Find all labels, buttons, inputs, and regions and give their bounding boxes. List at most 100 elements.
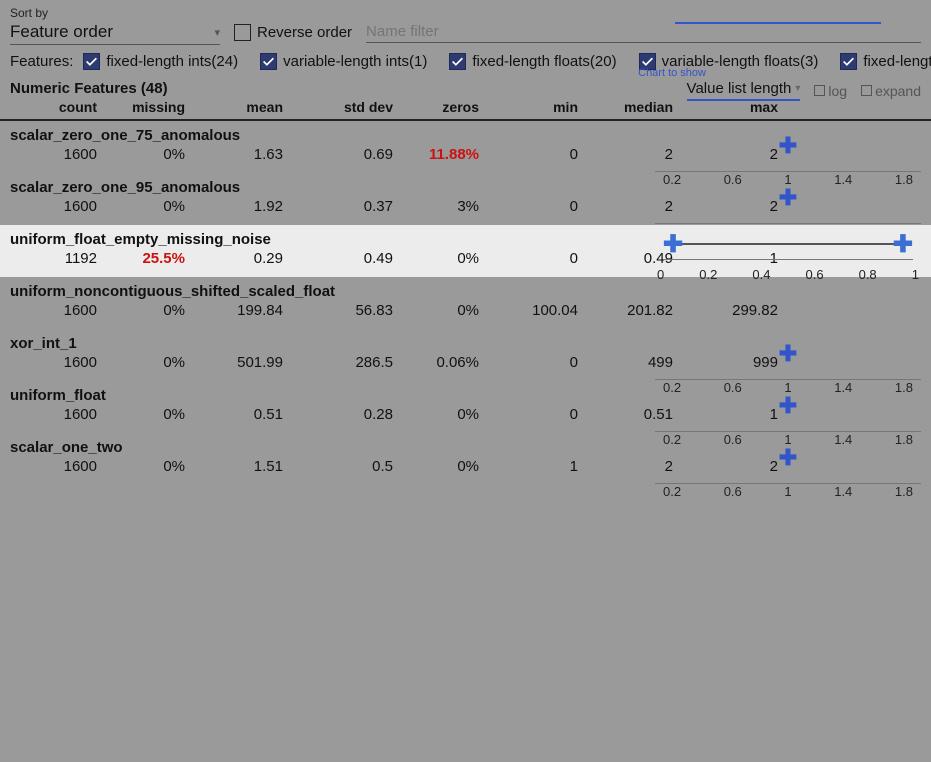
chart-type-value: Value list length xyxy=(687,80,792,97)
log-checkbox-label: log xyxy=(828,83,847,99)
col-header-missing: missing xyxy=(117,99,215,115)
chart-type-chevron-icon: ▾ xyxy=(795,83,800,94)
stat-min: 1 xyxy=(509,458,604,475)
stat-mean: 501.99 xyxy=(215,354,313,371)
stat-zeros: 3% xyxy=(413,198,509,215)
stat-stddev: 0.49 xyxy=(313,250,413,267)
mini-chart-marker-icon: ✚ xyxy=(779,135,797,157)
table-row[interactable]: scalar_one_two 1600 0% 1.51 0.5 0% 1 2 2… xyxy=(0,433,931,485)
stat-count: 1600 xyxy=(10,146,117,163)
feature-range-slider[interactable]: ✚ ✚ 0 0.2 0.4 0.6 0.8 1 xyxy=(655,233,921,282)
feature-toggle-4[interactable]: fixed-length strings(6) xyxy=(840,53,931,70)
stat-count: 1600 xyxy=(10,406,117,423)
mini-chart-marker-icon: ✚ xyxy=(779,343,797,365)
stat-missing: 0% xyxy=(117,146,215,163)
sort-by-label: Sort by xyxy=(10,6,220,20)
stat-mean: 0.29 xyxy=(215,250,313,267)
header-columns: count missing mean std dev zeros min med… xyxy=(10,99,921,115)
stat-zeros: 0% xyxy=(413,250,509,267)
feature-rows-container[interactable]: scalar_zero_one_75_anomalous 1600 0% 1.6… xyxy=(0,121,931,762)
feature-toggle-label-4: fixed-length strings(6) xyxy=(863,53,931,70)
stat-zeros: 0% xyxy=(413,302,509,319)
stat-count: 1600 xyxy=(10,302,117,319)
mini-chart-axis-line xyxy=(655,171,921,172)
chart-type-select[interactable]: Value list length ▾ xyxy=(687,80,801,101)
stat-missing: 25.5% xyxy=(117,250,215,267)
stat-missing: 0% xyxy=(117,354,215,371)
feature-checkbox-4[interactable] xyxy=(840,53,857,70)
col-header-zeros: zeros xyxy=(413,99,509,115)
stat-missing: 0% xyxy=(117,406,215,423)
sort-order-select[interactable]: Feature order ▾ xyxy=(10,22,220,45)
mini-chart-marker-icon: ✚ xyxy=(779,187,797,209)
mini-chart-ticks: 0.2 0.6 1 1.4 1.8 xyxy=(655,484,921,499)
stat-min: 0 xyxy=(509,250,604,267)
log-toggle[interactable]: log xyxy=(814,83,847,99)
stat-count: 1600 xyxy=(10,354,117,371)
sort-order-value: Feature order xyxy=(10,22,113,42)
stat-min: 0 xyxy=(509,354,604,371)
stat-mean: 1.63 xyxy=(215,146,313,163)
expand-toggle[interactable]: expand xyxy=(861,83,921,99)
mini-chart-axis-line xyxy=(655,483,921,484)
col-header-median: median xyxy=(604,99,699,115)
stat-stddev: 0.28 xyxy=(313,406,413,423)
features-row: Features: fixed-length ints(24) variable… xyxy=(10,53,921,70)
sort-order-chevron-icon: ▾ xyxy=(214,26,220,39)
partial-chart-line xyxy=(675,22,881,24)
feature-toggle-1[interactable]: variable-length ints(1) xyxy=(260,53,427,70)
feature-toggle-2[interactable]: fixed-length floats(20) xyxy=(449,53,616,70)
expand-checkbox[interactable] xyxy=(861,85,872,96)
stat-zeros: 11.88% xyxy=(413,146,509,163)
mini-chart-plot-area: ✚ xyxy=(655,329,921,377)
feature-toggle-0[interactable]: fixed-length ints(24) xyxy=(83,53,238,70)
feature-checkbox-2[interactable] xyxy=(449,53,466,70)
stat-count: 1192 xyxy=(10,250,117,267)
table-row[interactable]: uniform_float_empty_missing_noise 1192 2… xyxy=(0,225,931,277)
stat-min: 0 xyxy=(509,198,604,215)
feature-toggle-label-2: fixed-length floats(20) xyxy=(472,53,616,70)
col-header-stddev: std dev xyxy=(313,99,413,115)
stat-mean: 0.51 xyxy=(215,406,313,423)
stat-count: 1600 xyxy=(10,198,117,215)
table-row[interactable]: scalar_zero_one_95_anomalous 1600 0% 1.9… xyxy=(0,173,931,225)
stat-missing: 0% xyxy=(117,302,215,319)
reverse-order-checkbox[interactable] xyxy=(234,24,251,41)
stat-stddev: 0.69 xyxy=(313,146,413,163)
col-header-count: count xyxy=(10,99,117,115)
feature-mini-chart[interactable]: ✚ 0.2 0.6 1 1.4 1.8 xyxy=(655,433,921,523)
slider-handle-max[interactable]: ✚ xyxy=(893,233,913,257)
mini-chart-plot-area: ✚ xyxy=(655,121,921,169)
reverse-order-block: Reverse order xyxy=(234,24,352,45)
stat-min: 0 xyxy=(509,406,604,423)
table-row[interactable]: uniform_float 1600 0% 0.51 0.28 0% 0 0.5… xyxy=(0,381,931,433)
feature-checkbox-1[interactable] xyxy=(260,53,277,70)
col-header-min: min xyxy=(509,99,604,115)
stat-zeros: 0.06% xyxy=(413,354,509,371)
stat-mean: 199.84 xyxy=(215,302,313,319)
mini-chart-marker-icon: ✚ xyxy=(779,447,797,469)
mini-chart-marker-icon: ✚ xyxy=(779,395,797,417)
table-row[interactable]: xor_int_1 1600 0% 501.99 286.5 0.06% 0 4… xyxy=(0,329,931,381)
slider-axis-line xyxy=(663,259,913,265)
stat-min: 0 xyxy=(509,146,604,163)
reverse-order-label: Reverse order xyxy=(257,24,352,41)
stat-min: 100.04 xyxy=(509,302,604,319)
expand-checkbox-label: expand xyxy=(875,83,921,99)
feature-checkbox-0[interactable] xyxy=(83,53,100,70)
slider-track-wrap: ✚ ✚ xyxy=(663,233,913,255)
stat-mean: 1.92 xyxy=(215,198,313,215)
slider-handle-min[interactable]: ✚ xyxy=(663,233,683,257)
chart-controls: Value list length ▾ log expand xyxy=(687,80,921,101)
stat-missing: 0% xyxy=(117,198,215,215)
table-row[interactable]: uniform_noncontiguous_shifted_scaled_flo… xyxy=(0,277,931,329)
partial-chart-above xyxy=(645,22,911,54)
slider-line xyxy=(671,243,905,245)
col-header-mean: mean xyxy=(215,99,313,115)
table-row[interactable]: scalar_zero_one_75_anomalous 1600 0% 1.6… xyxy=(0,121,931,173)
mini-chart-plot-area: ✚ xyxy=(655,173,921,221)
sort-by-block: Sort by Feature order ▾ xyxy=(10,6,220,45)
col-header-max: max xyxy=(699,99,794,115)
stat-stddev: 56.83 xyxy=(313,302,413,319)
log-checkbox[interactable] xyxy=(814,85,825,96)
